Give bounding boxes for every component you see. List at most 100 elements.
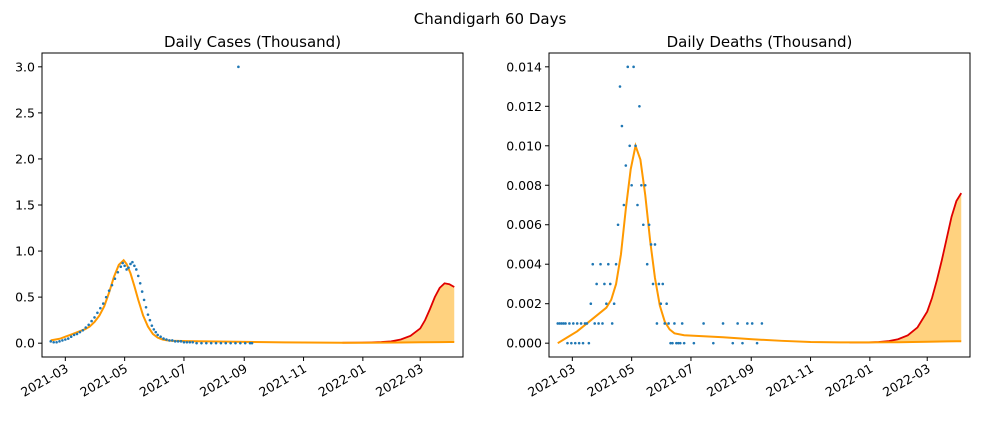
cases-scatter-point (243, 341, 247, 345)
deaths-x-tick-label: 2021-05 (584, 361, 637, 400)
deaths-y-tick-label: 0.010 (506, 138, 542, 153)
deaths-scatter-point (614, 262, 618, 266)
deaths-scatter-point (712, 341, 715, 345)
cases-scatter-point (123, 264, 126, 268)
deaths-scatter-point (593, 322, 596, 325)
deaths-scatter-point (605, 302, 608, 306)
deaths-scatter-point (663, 322, 667, 325)
deaths-fit-line (557, 142, 962, 345)
cases-scatter-point (84, 326, 88, 329)
deaths-scatter-point (587, 341, 591, 345)
cases-scatter-point (205, 341, 208, 345)
deaths-scatter-point (680, 322, 684, 325)
cases-scatter-point (131, 260, 134, 264)
deaths-scatter-point (610, 322, 614, 325)
deaths-scatter-point (760, 322, 764, 325)
deaths-scatter-point (595, 282, 598, 286)
cases-scatter-point (81, 328, 85, 332)
deaths-scatter-point (566, 341, 569, 345)
cases-scatter-point (165, 338, 168, 341)
deaths-scatter-point (622, 203, 626, 207)
deaths-scatter-point (677, 341, 680, 345)
deaths-scatter-point (702, 322, 705, 325)
deaths-scatter-point (568, 322, 571, 325)
cases-scatter-point (229, 341, 232, 345)
deaths-scatter-point (657, 282, 661, 286)
cases-scatter-point (104, 295, 108, 299)
deaths-scatter-point (591, 262, 595, 266)
cases-forecast-band (342, 283, 455, 343)
deaths-scatter-point (603, 282, 606, 286)
deaths-scatter-point (645, 262, 649, 266)
cases-scatter-point (150, 324, 154, 327)
cases-scatter-point (107, 289, 111, 292)
cases-scatter-point (127, 266, 130, 269)
cases-x-tick-label: 2021-07 (137, 361, 190, 400)
cases-scatter-point (182, 340, 186, 344)
deaths-scatter-point (636, 203, 639, 207)
deaths-scatter-point (673, 322, 676, 325)
cases-scatter-point (101, 302, 105, 305)
cases-scatter-outlier (237, 65, 240, 69)
cases-scatter-point (125, 268, 128, 271)
deaths-scatter-point (556, 322, 560, 325)
deaths-scatter-point (746, 322, 749, 325)
deaths-scatter-point (655, 322, 659, 325)
cases-scatter-point (188, 340, 192, 344)
deaths-x-tick-label: 2021-11 (763, 361, 816, 400)
cases-scatter-point (52, 340, 55, 344)
cases-x-tick-label: 2021-11 (256, 361, 309, 400)
cases-scatter-point (64, 338, 67, 341)
deaths-scatter-point (638, 104, 641, 108)
cases-scatter-point (176, 340, 180, 343)
deaths-scatter-point (575, 322, 579, 325)
cases-scatter-point (87, 323, 90, 327)
cases-scatter-point (140, 290, 144, 293)
deaths-scatter-point (581, 341, 585, 345)
cases-scatter-point (119, 265, 123, 269)
cases-y-tick-label: 3.0 (15, 59, 35, 74)
deaths-scatter-point (731, 341, 735, 345)
cases-scatter-point (224, 341, 228, 345)
cases-scatter-point (250, 341, 254, 345)
deaths-scatter-point (573, 341, 577, 345)
deaths-plot-area (548, 52, 971, 358)
cases-scatter-point (99, 306, 102, 310)
deaths-scatter-point (669, 341, 672, 345)
cases-y-tick-label: 0.0 (15, 336, 35, 351)
deaths-scatter-point (682, 341, 686, 345)
deaths-scatter-point (624, 164, 628, 167)
deaths-y-tick-label: 0.008 (506, 178, 542, 193)
deaths-scatter-point (628, 144, 631, 148)
deaths-forecast-band (849, 193, 962, 343)
cases-chart-title: Daily Cases (Thousand) (164, 33, 341, 51)
deaths-scatter-point (589, 302, 593, 306)
deaths-y-tick-label: 0.000 (506, 336, 542, 351)
cases-scatter-point (200, 341, 203, 345)
deaths-scatter-point (620, 124, 624, 128)
cases-scatter-point (195, 341, 198, 345)
cases-scatter-point (113, 277, 117, 280)
deaths-y-tick-label: 0.004 (506, 257, 542, 272)
cases-scatter-point (239, 341, 242, 345)
deaths-scatter-point (741, 341, 744, 345)
cases-scatter-point (129, 262, 132, 266)
deaths-scatter-point (599, 262, 602, 266)
deaths-chart-title: Daily Deaths (Thousand) (667, 33, 853, 51)
cases-scatter-point (248, 341, 252, 345)
cases-scatter-point (72, 333, 76, 337)
deaths-scatter-point (597, 322, 600, 325)
deaths-scatter-point (558, 322, 561, 325)
cases-scatter-point (234, 341, 237, 345)
deaths-scatter-point (721, 322, 725, 325)
deaths-scatter-point (642, 223, 645, 227)
deaths-scatter-point (634, 144, 637, 148)
cases-scatter-point (135, 268, 138, 271)
cases-scatter-point (173, 340, 177, 343)
cases-scatter-point (69, 335, 73, 339)
cases-scatter-point (170, 339, 174, 342)
deaths-scatter-point (649, 243, 653, 246)
deaths-scatter-point (612, 302, 616, 306)
cases-scatter-point (96, 311, 99, 315)
